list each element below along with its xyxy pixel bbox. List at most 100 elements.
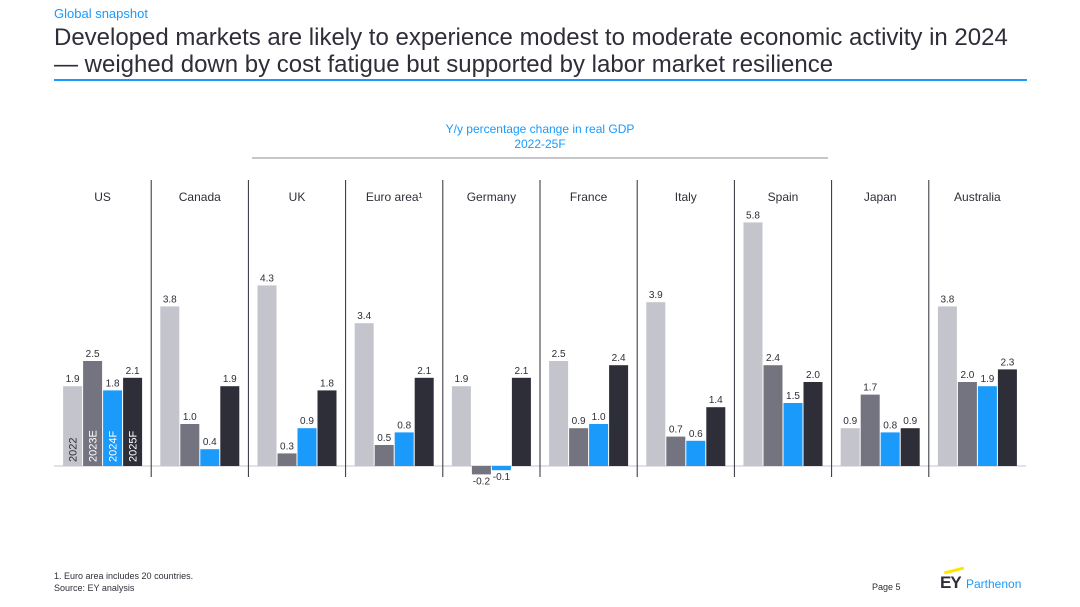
- data-label: 2.0: [960, 370, 974, 381]
- data-label: 2.4: [766, 353, 780, 364]
- ey-parthenon-logo: EY Parthenon: [940, 566, 1030, 595]
- data-label: 4.3: [260, 273, 274, 284]
- bar: [491, 466, 511, 471]
- bar: [783, 403, 803, 466]
- data-label: 1.4: [709, 395, 723, 406]
- data-label: 5.8: [746, 210, 760, 221]
- category-label: Germany: [467, 190, 516, 204]
- bar: [803, 382, 823, 466]
- data-label: 3.8: [940, 294, 954, 305]
- data-label: 2.0: [806, 370, 820, 381]
- legend-label: 2024F: [108, 431, 120, 462]
- category-label: Australia: [954, 190, 1001, 204]
- data-label: 0.7: [669, 425, 683, 436]
- bar: [589, 424, 609, 466]
- data-label: 2.5: [86, 349, 100, 360]
- bar: [414, 377, 434, 466]
- bar: [900, 428, 920, 466]
- bar: [63, 386, 83, 466]
- bar: [840, 428, 860, 466]
- category-label: Euro area¹: [366, 190, 423, 204]
- bar: [200, 449, 220, 466]
- data-label: 2.5: [552, 349, 566, 360]
- bar: [103, 390, 123, 466]
- bar: [277, 453, 297, 466]
- bar: [220, 386, 240, 466]
- data-label: 1.0: [183, 412, 197, 423]
- section-kicker: Global snapshot: [54, 6, 148, 21]
- bar: [297, 428, 317, 466]
- data-label: 0.8: [883, 420, 897, 431]
- data-label: 3.9: [649, 290, 663, 301]
- bar: [123, 377, 143, 466]
- page-title: Developed markets are likely to experien…: [54, 24, 1008, 78]
- data-label: 0.6: [689, 429, 703, 440]
- chart-subtitle: 2022-25F: [514, 137, 565, 151]
- data-label: -0.2: [473, 476, 491, 487]
- data-label: 1.9: [223, 374, 237, 385]
- data-label: 0.3: [280, 441, 294, 452]
- bar: [257, 285, 277, 466]
- category-label: Spain: [768, 190, 799, 204]
- category-label: Italy: [675, 190, 697, 204]
- data-label: 0.9: [572, 416, 586, 427]
- data-label: 2.1: [514, 366, 528, 377]
- bar: [706, 407, 726, 466]
- data-label: 2.3: [1000, 357, 1014, 368]
- bar: [471, 466, 491, 475]
- data-label: 3.8: [163, 294, 177, 305]
- bar: [180, 424, 200, 466]
- category-label: France: [570, 190, 608, 204]
- bar: [860, 394, 880, 466]
- gdp-bar-chart: Y/y percentage change in real GDP 2022-2…: [54, 122, 1026, 487]
- data-label: 0.4: [203, 437, 217, 448]
- bar: [549, 361, 569, 466]
- bar: [374, 445, 394, 466]
- bar: [646, 302, 666, 466]
- title-rule: [54, 79, 1027, 81]
- logo-parthenon: Parthenon: [966, 577, 1022, 591]
- data-label: 1.7: [863, 383, 877, 394]
- data-label: 1.8: [320, 378, 334, 389]
- source-note: Source: EY analysis: [54, 583, 135, 593]
- logo-ey: EY: [940, 573, 962, 592]
- bar: [160, 306, 180, 466]
- footnote: 1. Euro area includes 20 countries.: [54, 571, 194, 581]
- bar: [957, 382, 977, 466]
- bar: [394, 432, 414, 466]
- data-label: 2.1: [126, 366, 140, 377]
- data-label: 0.5: [377, 433, 391, 444]
- data-label: 1.5: [786, 391, 800, 402]
- bar: [977, 386, 997, 466]
- bar: [354, 323, 374, 466]
- bar: [997, 369, 1017, 466]
- category-label: Japan: [864, 190, 897, 204]
- legend-label: 2023E: [88, 430, 100, 462]
- page-number: Page 5: [872, 582, 901, 592]
- data-label: 1.9: [980, 374, 994, 385]
- data-label: -0.1: [493, 472, 511, 483]
- bar: [511, 377, 531, 466]
- bar: [686, 440, 706, 466]
- chart-title: Y/y percentage change in real GDP: [446, 122, 635, 136]
- data-label: 1.8: [106, 378, 120, 389]
- bar: [743, 222, 763, 466]
- data-label: 1.9: [454, 374, 468, 385]
- data-label: 0.9: [300, 416, 314, 427]
- bar: [83, 361, 103, 466]
- bar: [317, 390, 337, 466]
- bar: [763, 365, 783, 466]
- data-label: 3.4: [357, 311, 371, 322]
- category-label: Canada: [179, 190, 221, 204]
- data-label: 0.9: [903, 416, 917, 427]
- legend-label: 2025F: [128, 431, 140, 462]
- data-label: 1.0: [592, 412, 606, 423]
- bar: [666, 436, 686, 466]
- bar: [937, 306, 957, 466]
- bar: [569, 428, 589, 466]
- data-label: 1.9: [66, 374, 80, 385]
- data-label: 0.8: [397, 420, 411, 431]
- category-label: US: [94, 190, 111, 204]
- data-label: 2.1: [417, 366, 431, 377]
- data-label: 0.9: [843, 416, 857, 427]
